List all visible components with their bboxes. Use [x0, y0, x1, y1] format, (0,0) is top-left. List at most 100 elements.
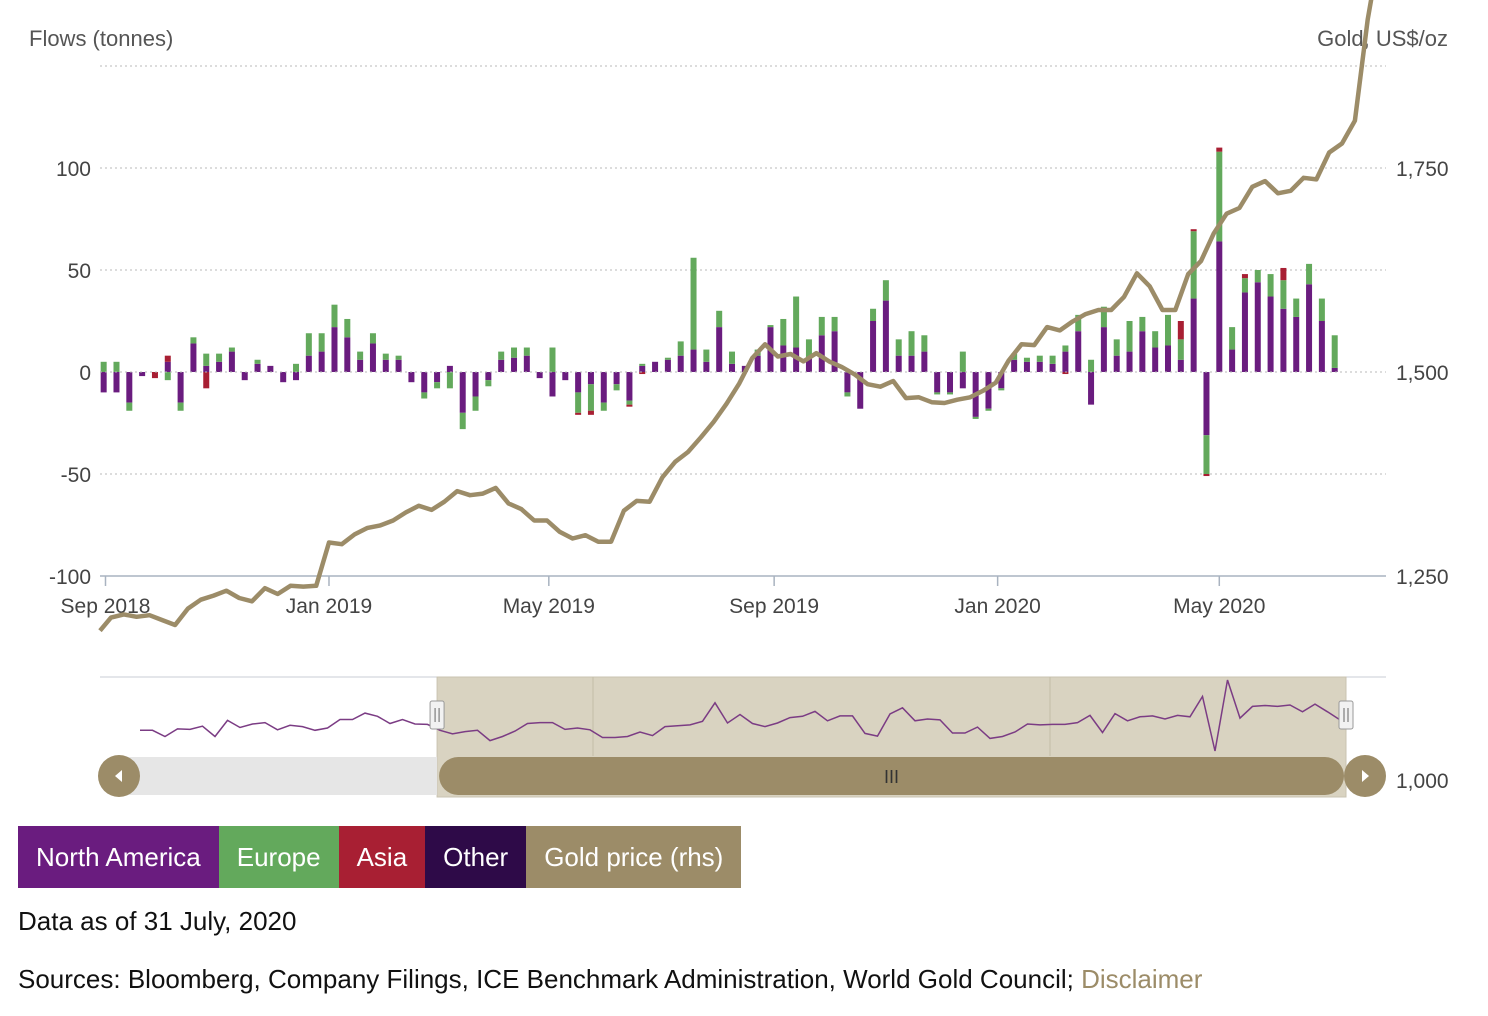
y-right-tick-label: 1,250	[1396, 566, 1449, 589]
bar-north-america	[1062, 351, 1069, 372]
bar-europe	[921, 335, 928, 352]
disclaimer-link[interactable]: Disclaimer	[1081, 964, 1203, 994]
bar-north-america	[587, 372, 594, 385]
bar-europe	[203, 353, 210, 366]
bar-europe	[344, 318, 351, 338]
bar-north-america	[1075, 331, 1082, 372]
bar-north-america	[177, 372, 184, 403]
bar-europe	[549, 347, 556, 372]
bar-europe	[805, 339, 812, 358]
bar-europe	[305, 333, 312, 356]
bar-north-america	[639, 365, 646, 372]
bar-north-america	[459, 372, 466, 413]
bar-north-america	[126, 372, 133, 403]
bar-europe	[1267, 274, 1274, 297]
bar-europe	[1203, 435, 1210, 474]
bar-north-america	[203, 365, 210, 372]
bar-north-america	[523, 355, 530, 372]
bar-europe	[1152, 331, 1159, 348]
bar-north-america	[228, 351, 235, 372]
y-right-tick-label: 1,750	[1396, 158, 1449, 181]
bar-north-america	[947, 372, 954, 393]
bar-north-america	[1049, 363, 1056, 372]
bar-north-america	[831, 331, 838, 372]
chevron-right-icon	[1362, 770, 1369, 782]
bar-europe	[113, 361, 120, 372]
bar-north-america	[331, 327, 338, 372]
x-tick-label: Sep 2019	[729, 595, 819, 618]
bar-asia	[1190, 229, 1197, 232]
bar-europe	[677, 341, 684, 356]
bar-europe	[177, 402, 184, 411]
bar-north-america	[446, 365, 453, 372]
bar-europe	[998, 388, 1005, 391]
bar-europe	[575, 392, 582, 413]
bar-asia	[575, 412, 582, 415]
bar-europe	[254, 359, 261, 364]
bar-north-america	[562, 372, 569, 381]
bar-europe	[395, 355, 402, 360]
bar-north-america	[267, 365, 274, 372]
bar-europe	[421, 392, 428, 399]
bar-north-america	[1216, 241, 1223, 372]
legend-item-other[interactable]: Other	[425, 826, 527, 888]
bar-north-america	[870, 321, 877, 372]
legend: North America Europe Asia Other Gold pri…	[18, 826, 742, 888]
bar-europe	[972, 416, 979, 419]
bar-europe	[780, 318, 787, 346]
bar-north-america	[1100, 327, 1107, 372]
bar-north-america	[857, 372, 864, 409]
bar-europe	[216, 353, 223, 362]
bar-europe	[729, 351, 736, 364]
bar-asia	[1241, 274, 1248, 279]
sources-note: Sources: Bloomberg, Company Filings, ICE…	[18, 964, 1202, 995]
y-right-tick-label: 1,500	[1396, 362, 1449, 385]
bar-europe	[767, 325, 774, 328]
bar-europe	[793, 296, 800, 348]
bar-europe	[190, 337, 197, 344]
bar-europe	[472, 396, 479, 411]
bar-north-america	[408, 372, 415, 383]
bar-europe	[908, 331, 915, 356]
bar-north-america	[190, 343, 197, 372]
bar-asia	[1062, 372, 1069, 375]
legend-item-europe[interactable]: Europe	[218, 826, 339, 888]
bar-north-america	[844, 372, 851, 393]
bar-north-america	[1036, 361, 1043, 372]
bar-asia	[1216, 147, 1223, 152]
bar-north-america	[805, 357, 812, 372]
navigator-scrollbar-thumb	[439, 757, 1344, 795]
bar-europe	[1062, 345, 1069, 352]
bar-europe	[639, 363, 646, 366]
bar-north-america	[818, 335, 825, 372]
bar-north-america	[113, 372, 120, 393]
navigator-handle	[1338, 700, 1354, 730]
bar-north-america	[895, 355, 902, 372]
bar-europe	[1075, 314, 1082, 332]
bar-europe	[331, 304, 338, 328]
x-tick-label: Sep 2018	[61, 595, 151, 618]
bar-europe	[498, 351, 505, 360]
legend-item-asia[interactable]: Asia	[338, 826, 426, 888]
bar-north-america	[1126, 351, 1133, 372]
bar-north-america	[1331, 367, 1338, 372]
bar-europe	[459, 412, 466, 430]
bar-north-america	[1088, 372, 1095, 405]
bar-north-america	[536, 372, 543, 379]
bar-north-america	[652, 361, 659, 372]
legend-item-gold-price[interactable]: Gold price (rhs)	[526, 826, 742, 888]
bar-europe	[1254, 270, 1261, 283]
bar-europe	[1049, 355, 1056, 364]
x-tick-label: May 2019	[503, 595, 595, 618]
bar-north-america	[369, 343, 376, 372]
legend-item-north-america[interactable]: North America	[18, 826, 219, 888]
bar-europe	[1139, 316, 1146, 332]
bar-north-america	[1023, 361, 1030, 372]
bar-europe	[818, 316, 825, 336]
bar-europe	[1113, 339, 1120, 356]
bar-europe	[690, 257, 697, 350]
bar-north-america	[1165, 345, 1172, 372]
navigator-series-line	[140, 679, 1341, 752]
bar-europe	[947, 392, 954, 395]
y-right-tick-label: 1,000	[1396, 770, 1449, 793]
